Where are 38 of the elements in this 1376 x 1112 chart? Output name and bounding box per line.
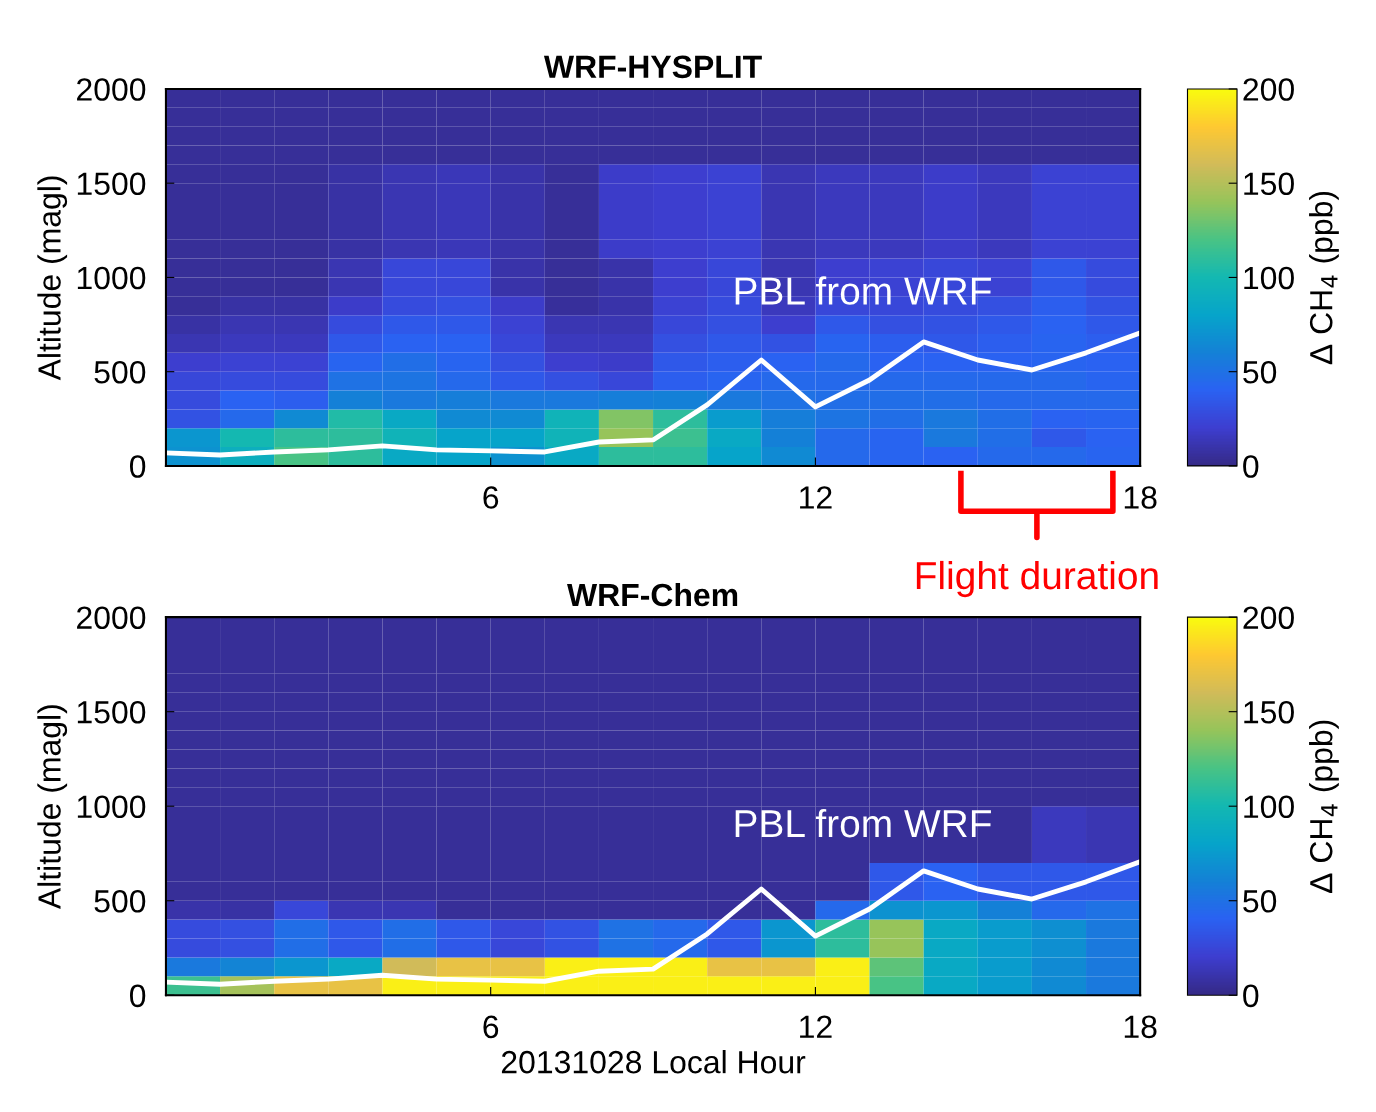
chart-title: WRF-HYSPLIT [543,55,762,79]
y-tick-label: 1000 [77,795,146,819]
color-bar-label: 150 [1244,700,1294,724]
x-axis-title: 20131028 Local Hour [501,1050,806,1074]
line-series [165,330,1141,458]
color-bar-label: 0 [1243,984,1259,1008]
y-tick-label: 2000 [77,606,146,630]
y-tick-label: 1500 [77,700,146,724]
x-tick-label: 18 [1124,486,1157,509]
x-tick-label: 18 [1124,1015,1157,1039]
color-bar-label: 50 [1243,360,1277,384]
y-tick-label: 2000 [77,78,146,101]
color-bar-label: 50 [1243,889,1277,913]
color-bar-title: Δ CH$_{4}$ (ppb) [1309,191,1339,365]
y-tick-label: 0 [129,984,146,1008]
x-tick-label: 6 [483,1015,499,1039]
x-tick-label: 12 [800,486,832,509]
annotation: PBL from WRF [735,276,991,305]
color-bar-title: Δ CH$_{4}$ (ppb) [1309,720,1339,893]
y-tick-label: 1000 [77,266,146,290]
y-tick-label: 0 [129,455,146,478]
y-tick-label: 500 [94,360,146,384]
color-bar-label: 200 [1243,78,1294,101]
color-bar-label: 200 [1243,606,1294,630]
color-bar-label: 100 [1244,266,1294,290]
line-series [165,859,1141,987]
y-tick-label: 1500 [77,172,146,196]
color-bar-label: 0 [1243,455,1259,478]
text: Flight duration [916,560,1158,598]
x-tick-label: 12 [800,1015,832,1038]
color-bar-label: 150 [1244,172,1294,196]
y-tick-label: 500 [94,889,146,913]
y-axis-title: Altitude (magl) [37,705,68,910]
chart-title: WRF-Chem [567,582,738,607]
y-axis-title: Altitude (magl) [37,176,68,381]
annotation: PBL from WRF [735,808,991,838]
color-bar-label: 100 [1244,795,1294,819]
x-tick-label: 6 [483,486,499,509]
